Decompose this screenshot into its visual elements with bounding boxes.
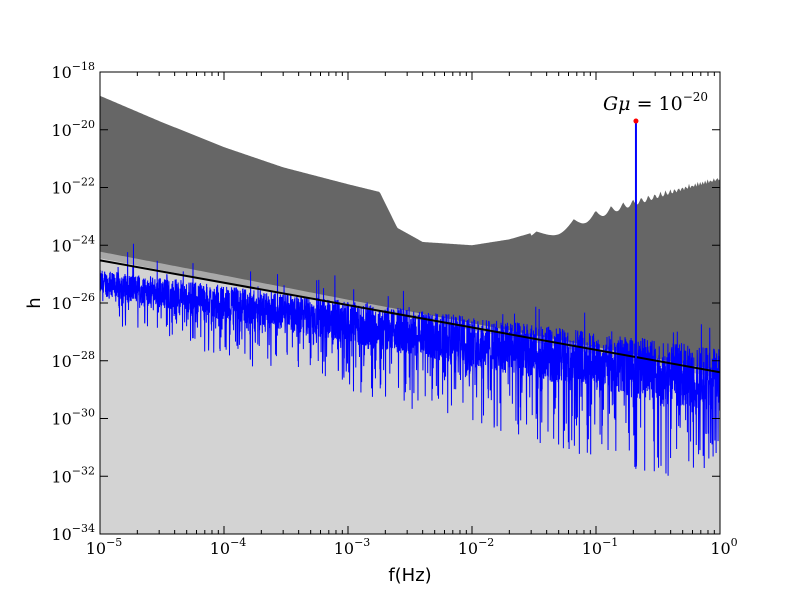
y-tick-label: 10−32	[51, 464, 95, 486]
spike-marker	[633, 118, 639, 124]
y-axis: 10−34 10−32 10−30 10−28 10−26 10−24 10−22 10−20…	[51, 60, 720, 544]
y-tick-label: 10−24	[51, 233, 95, 255]
y-tick-label: 10−18	[51, 60, 95, 82]
x-axis: 10−5 10−4 10−3 10−2 10−1 100	[86, 72, 738, 558]
x-tick-label: 10−3	[334, 536, 371, 558]
y-tick-label: 10−22	[51, 176, 95, 198]
y-tick-label: 10−26	[51, 291, 95, 313]
spike-annotation: Gμ = 10−20	[603, 90, 708, 115]
y-tick-label: 10−30	[51, 407, 95, 429]
y-tick-label: 10−34	[51, 522, 95, 544]
noisy-series-line	[100, 243, 720, 476]
x-tick-label: 100	[710, 536, 737, 558]
reference-line	[100, 259, 720, 374]
x-tick-label: 10−5	[86, 536, 123, 558]
x-tick-label: 10−4	[210, 536, 247, 558]
y-tick-label: 10−20	[51, 118, 95, 140]
x-tick-label: 10−2	[458, 536, 495, 558]
x-axis-label: f(Hz)	[388, 565, 431, 586]
x-tick-label: 10−1	[582, 536, 619, 558]
y-tick-label: 10−28	[51, 349, 95, 371]
dark-region	[100, 95, 720, 371]
y-axis-label: h	[24, 297, 45, 308]
